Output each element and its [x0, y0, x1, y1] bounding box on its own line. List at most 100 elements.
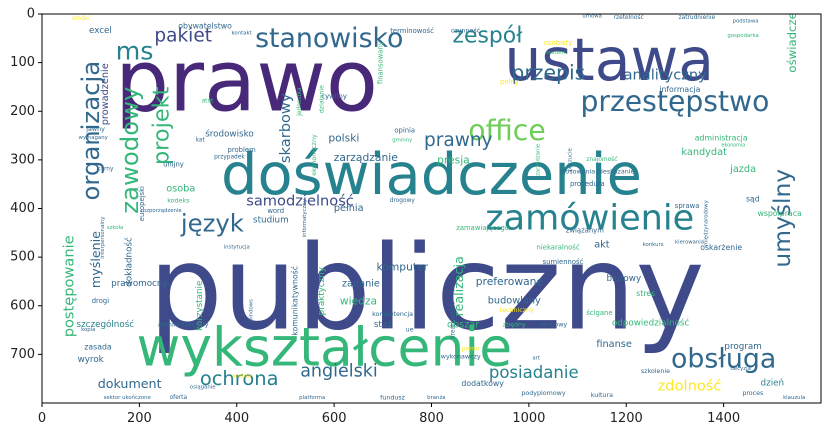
- word-93: zbędny: [503, 322, 526, 329]
- word-101: środki: [72, 15, 90, 22]
- word-148: wymagany: [78, 135, 108, 141]
- word-26: postępowanie: [60, 235, 77, 337]
- word-81: problem: [228, 146, 257, 154]
- word-35: budowlany: [488, 295, 541, 306]
- word-68: sąd: [746, 194, 760, 203]
- word-95: techniczny: [500, 307, 534, 314]
- word-127: osiąganie: [190, 384, 216, 390]
- word-104: fundusz: [380, 395, 406, 402]
- y-tick-label: 600: [10, 298, 35, 313]
- word-11: język: [180, 209, 245, 238]
- word-132: art: [532, 355, 540, 361]
- word-118: rozporządzenie: [141, 208, 183, 214]
- word-134: ekonomia: [722, 142, 746, 148]
- word-145: interpersonalny: [100, 216, 106, 259]
- word-54: zasada: [84, 343, 112, 352]
- word-9: obsługa: [671, 344, 776, 375]
- word-137: kontakt: [232, 30, 252, 36]
- x-tick-label: 400: [224, 411, 249, 426]
- word-56: finanse: [596, 339, 632, 350]
- word-92: ścigane: [586, 309, 612, 317]
- word-45: osoba: [166, 184, 195, 195]
- x-tick-label: 1200: [610, 411, 643, 426]
- word-24: zdolność: [658, 377, 722, 394]
- y-tick-label: 200: [10, 104, 35, 119]
- word-114: jednostka: [297, 87, 303, 117]
- word-123: zarządzanie: [536, 143, 542, 176]
- word-69: niekaralność: [537, 243, 580, 251]
- word-82: opinia: [394, 127, 415, 135]
- word-14: przepis: [511, 60, 585, 84]
- word-61: oskarżenie: [700, 243, 742, 252]
- word-5: zamówienie: [485, 198, 694, 239]
- word-49: obywatelstwo: [178, 22, 232, 31]
- x-tick-label: 0: [38, 411, 46, 426]
- word-60: akt: [594, 239, 610, 250]
- word-143: kopia: [81, 327, 95, 333]
- y-tick-label: 400: [10, 201, 35, 216]
- x-tick-label: 200: [127, 411, 152, 426]
- word-7: office: [468, 114, 545, 147]
- word-109: atut: [202, 99, 215, 105]
- word-6: przestępstwo: [580, 85, 769, 118]
- word-28: dokument: [98, 376, 162, 391]
- word-125: instytucja: [224, 244, 250, 250]
- word-12: umyślny: [768, 169, 796, 268]
- word-27: skarbowy: [277, 93, 294, 163]
- word-85: cywilny: [321, 93, 346, 101]
- word-103: oferta: [170, 395, 188, 401]
- word-29: myślenie: [88, 231, 103, 288]
- word-77: zamawiającego: [456, 224, 509, 232]
- word-66: dodatkowy: [461, 379, 504, 388]
- word-115: ekonomiczny: [311, 134, 318, 176]
- word-62: dzień: [761, 379, 785, 389]
- word-139: umowa: [582, 13, 602, 19]
- word-22: analityczny: [624, 66, 708, 83]
- word-38: administracja: [695, 133, 748, 142]
- word-119: finansowany: [376, 41, 384, 84]
- word-135: międzynarodowy: [704, 199, 710, 246]
- word-55: wyrok: [78, 355, 105, 365]
- word-96: pełny: [500, 78, 519, 86]
- word-91: szkolenie: [641, 368, 670, 375]
- word-59: odpowiedzialność: [612, 318, 690, 329]
- word-136: system: [546, 50, 565, 56]
- word-97: osobisty: [544, 39, 572, 47]
- word-110: proces: [742, 390, 763, 397]
- word-67: współpraca: [757, 209, 802, 218]
- word-51: prawomocny: [111, 279, 167, 289]
- word-layer: publiczny prawo doświadczenie ustawa wykszta…: [60, 0, 805, 402]
- word-16: pakiet: [154, 25, 212, 46]
- word-31: oświadczenie: [785, 0, 799, 73]
- word-116: europejski: [138, 186, 146, 221]
- word-133: klauzula: [783, 395, 805, 401]
- word-17: ms: [116, 35, 154, 65]
- word-52: dokładność: [124, 237, 135, 287]
- word-15: zespół: [453, 23, 524, 48]
- word-70: sumienność: [543, 258, 584, 266]
- y-tick-label: 0: [27, 7, 35, 22]
- word-43: pełnia: [334, 203, 364, 214]
- word-13: zawodowy: [115, 87, 144, 214]
- word-57: program: [724, 342, 761, 352]
- word-124: informatyczny: [302, 198, 308, 237]
- word-21: posiadanie: [489, 363, 579, 382]
- word-84: czynność: [451, 27, 481, 35]
- plot-background: [42, 14, 821, 403]
- word-58: obszar: [447, 320, 479, 331]
- word-87: drogi: [92, 297, 109, 305]
- word-138: gminny: [392, 137, 413, 143]
- word-147: karny: [97, 167, 114, 173]
- word-36: kandydat: [681, 147, 727, 158]
- word-63: stres: [636, 289, 655, 298]
- word-83: terminowość: [390, 27, 434, 35]
- word-98: administracyjny: [158, 322, 209, 329]
- word-0: publiczny: [149, 221, 705, 357]
- word-76: korzystanie: [195, 281, 205, 331]
- word-111: decyzja: [730, 366, 750, 372]
- y-tick-label: 300: [10, 152, 35, 167]
- word-48: środowisko: [205, 129, 253, 140]
- word-3: ustawa: [504, 26, 714, 94]
- x-tick-label: 800: [419, 411, 444, 426]
- word-80: unijny: [163, 161, 184, 169]
